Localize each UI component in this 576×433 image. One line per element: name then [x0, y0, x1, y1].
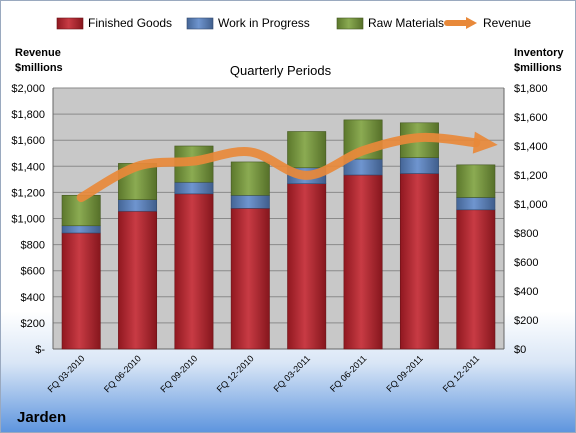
bar-segment — [174, 181, 214, 195]
bar-segment — [174, 193, 214, 350]
x-axis-tick-label: FQ 12-2011 — [441, 353, 482, 394]
bar-segment — [61, 225, 101, 234]
legend-swatch — [336, 17, 364, 30]
x-axis-tick-label: FQ 06-2010 — [102, 353, 143, 394]
left-axis-tick-label: $800 — [21, 240, 45, 252]
x-axis-tick-label: FQ 09-2010 — [158, 353, 199, 394]
bar-segment — [118, 199, 158, 212]
left-axis-tick-label: $1,800 — [11, 109, 45, 121]
legend-label: Finished Goods — [88, 16, 172, 30]
company-name: Jarden — [17, 409, 66, 426]
legend-swatch-arrow — [466, 17, 477, 29]
bar-segment — [456, 164, 496, 198]
right-axis-tick-label: $0 — [514, 344, 526, 356]
bar-segment — [456, 209, 496, 350]
revenue-line — [76, 132, 481, 203]
legend-swatch — [56, 17, 84, 30]
x-axis-tick-label: FQ 12-2010 — [215, 353, 256, 394]
legend-label: Raw Materials — [368, 16, 444, 30]
left-axis-title: Revenue — [15, 47, 61, 59]
right-axis-tick-label: $400 — [514, 286, 538, 298]
bar-segment — [287, 183, 327, 350]
left-axis-tick-label: $1,400 — [11, 161, 45, 173]
bar-segment — [230, 208, 270, 350]
bar-segment — [399, 173, 439, 350]
legend-swatch — [186, 17, 214, 30]
left-axis-tick-label: $2,000 — [11, 83, 45, 95]
revenue-line-arrowhead — [472, 131, 498, 154]
right-axis-tick-label: $600 — [514, 257, 538, 269]
right-axis-tick-label: $800 — [514, 228, 538, 240]
x-axis-tick-label: FQ 06-2011 — [328, 353, 369, 394]
right-axis-tick-label: $1,800 — [514, 83, 548, 95]
left-axis-tick-label: $200 — [21, 318, 45, 330]
chart-title: Quarterly Periods — [230, 63, 332, 78]
left-axis-tick-label: $600 — [21, 266, 45, 278]
bar-segment — [61, 232, 101, 350]
bar-segment — [456, 197, 496, 211]
right-axis-tick-label: $1,000 — [514, 199, 548, 211]
right-axis-title-units: $millions — [514, 62, 562, 74]
bar-segment — [230, 195, 270, 209]
left-axis-tick-label: $1,200 — [11, 187, 45, 199]
bar-segment — [287, 131, 327, 169]
right-axis-tick-label: $1,200 — [514, 170, 548, 182]
x-axis-tick-label: FQ 09-2011 — [384, 353, 425, 394]
legend-label: Work in Progress — [218, 16, 310, 30]
left-axis-tick-label: $1,600 — [11, 135, 45, 147]
x-axis-tick-label: FQ 03-2010 — [46, 353, 87, 394]
left-axis-title-units: $millions — [15, 62, 63, 74]
bar-segment — [399, 157, 439, 174]
right-axis-tick-label: $1,600 — [514, 112, 548, 124]
right-axis-tick-label: $200 — [514, 315, 538, 327]
legend-label: Revenue — [483, 16, 531, 30]
bar-segment — [343, 174, 383, 350]
left-axis-tick-label: $400 — [21, 292, 45, 304]
right-axis-tick-label: $1,400 — [514, 141, 548, 153]
left-axis-tick-label: $1,000 — [11, 214, 45, 226]
x-axis-tick-label: FQ 03-2011 — [272, 353, 313, 394]
bar-segment — [230, 161, 270, 196]
right-axis-title: Inventory — [514, 47, 564, 59]
left-axis-tick-label: $- — [35, 344, 45, 356]
bar-segment — [118, 210, 158, 350]
